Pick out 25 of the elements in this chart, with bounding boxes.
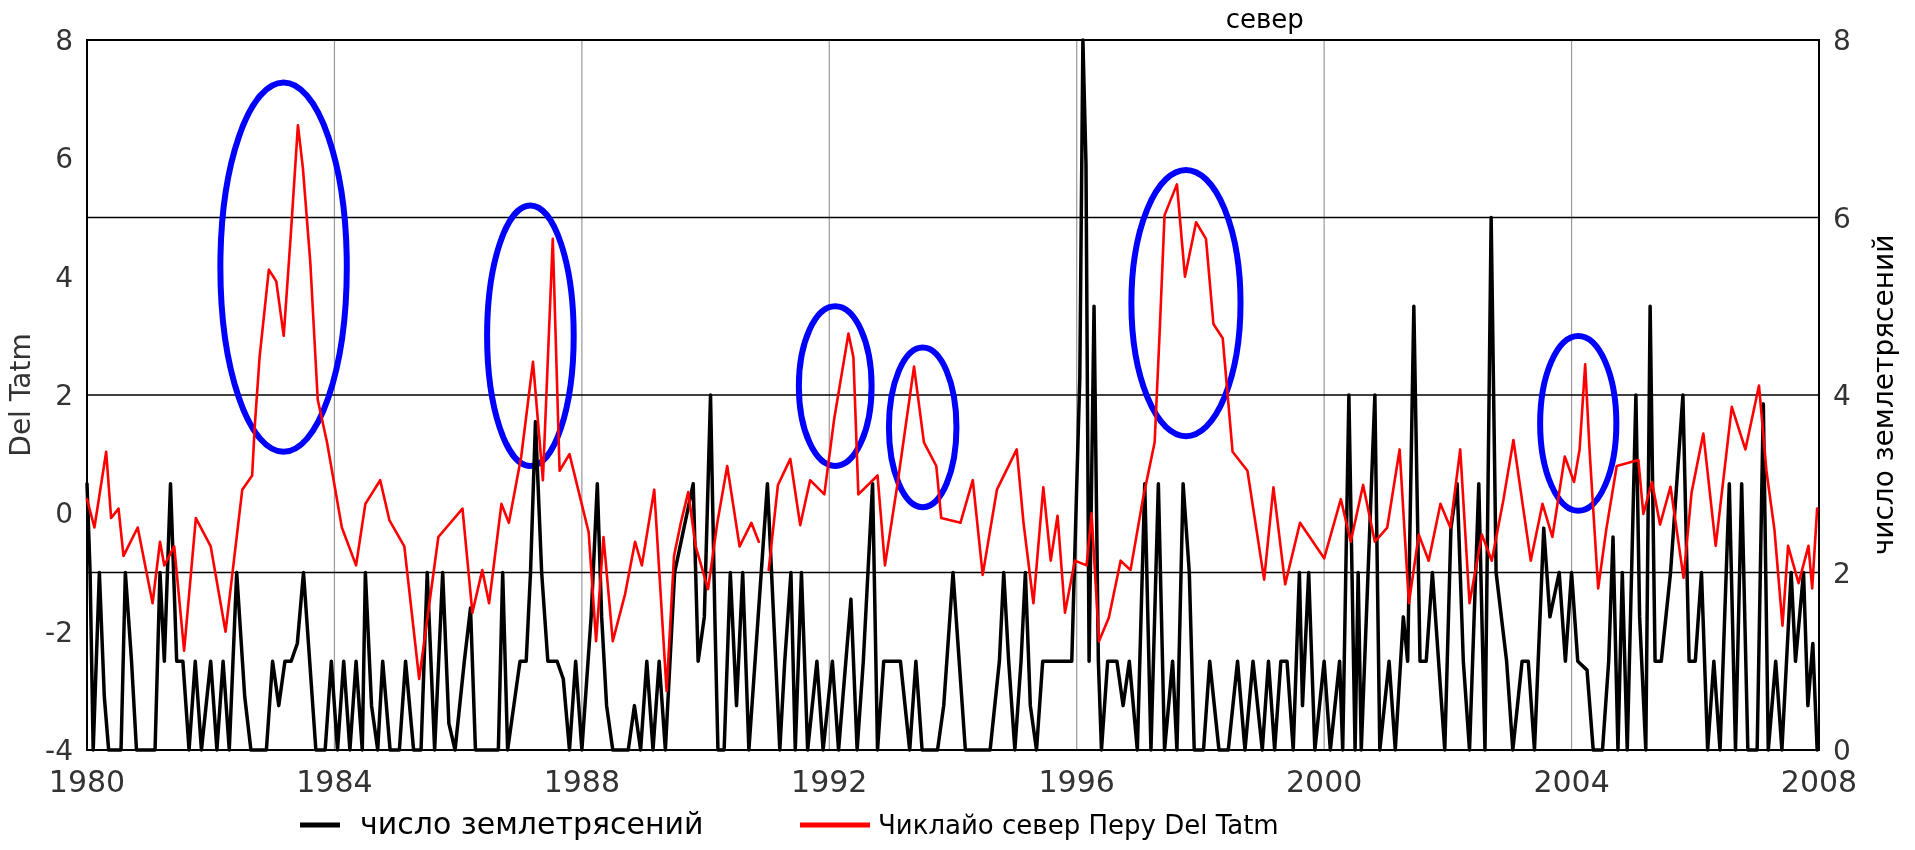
x-tick-label: 2000 bbox=[1285, 764, 1363, 799]
y-tick-label: 4 bbox=[55, 260, 73, 294]
y-tick-label: 6 bbox=[55, 142, 73, 176]
x-tick-label: 1992 bbox=[791, 764, 868, 799]
y-tick-label: -4 bbox=[45, 734, 73, 767]
legend-label: число землетрясений bbox=[360, 806, 704, 841]
y-tick-label: 2 bbox=[55, 379, 73, 412]
y-axis-title: Del Tatm bbox=[4, 333, 37, 457]
y2-tick-label: 0 bbox=[1833, 734, 1851, 767]
chart-title: север bbox=[1225, 4, 1304, 34]
y2-tick-label: 4 bbox=[1833, 379, 1851, 412]
x-tick-label: 2008 bbox=[1780, 764, 1858, 799]
y-tick-label: 0 bbox=[55, 497, 73, 531]
y2-tick-label: 8 bbox=[1833, 24, 1851, 57]
x-tick-label: 1984 bbox=[296, 764, 373, 799]
y2-axis-title: число землетрясений bbox=[1867, 234, 1900, 556]
x-tick-label: 1980 bbox=[48, 764, 126, 799]
y-tick-label: 8 bbox=[55, 24, 73, 57]
legend-label: Чиклайо север Перу Del Tatm bbox=[878, 810, 1279, 840]
x-tick-label: 1996 bbox=[1038, 764, 1115, 799]
x-tick-label: 1988 bbox=[543, 764, 621, 799]
y-tick-label: -2 bbox=[45, 615, 73, 649]
y2-tick-label: 6 bbox=[1833, 201, 1851, 235]
x-tick-label: 2004 bbox=[1533, 764, 1610, 799]
y2-tick-label: 2 bbox=[1833, 556, 1851, 590]
